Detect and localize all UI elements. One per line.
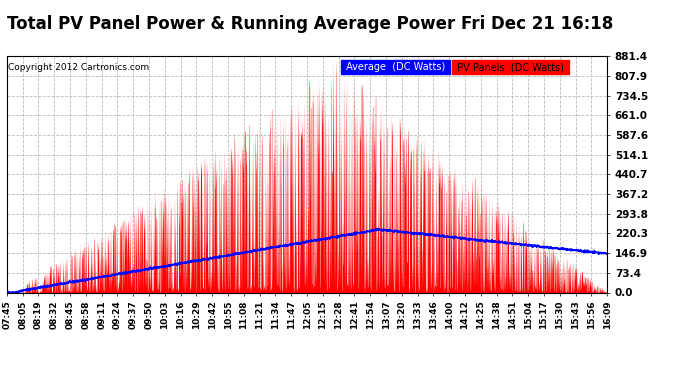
Text: Copyright 2012 Cartronics.com: Copyright 2012 Cartronics.com	[8, 63, 148, 72]
Text: Total PV Panel Power & Running Average Power Fri Dec 21 16:18: Total PV Panel Power & Running Average P…	[8, 15, 613, 33]
Text: Average  (DC Watts): Average (DC Watts)	[343, 62, 448, 72]
Text: PV Panels  (DC Watts): PV Panels (DC Watts)	[454, 62, 567, 72]
